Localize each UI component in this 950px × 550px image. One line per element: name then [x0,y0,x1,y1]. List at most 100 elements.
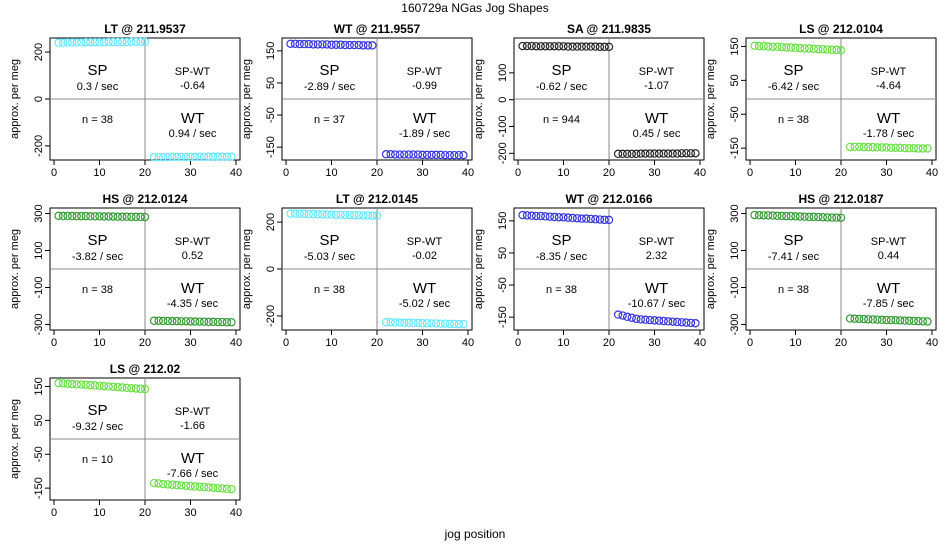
data-point-wt [900,316,909,325]
data-point-wt [199,317,209,326]
panel-title: WT @ 212.0166 [565,192,652,206]
y-tick-label: 200 [265,213,277,231]
x-tick-label: 10 [557,337,569,349]
data-point-sp [113,212,122,221]
data-point-wt [404,318,414,327]
data-point-sp [800,44,809,53]
data-point-wt [204,317,213,327]
data-point-sp [545,42,555,51]
n-count: n = 38 [82,284,113,296]
data-point-sp [759,41,768,51]
data-point-sp [67,379,77,389]
x-tick-label: 30 [184,507,196,519]
data-point-sp [327,40,336,49]
data-point-wt [613,149,623,159]
data-point-sp [86,38,95,47]
data-point-wt [227,152,236,161]
data-point-wt [222,152,232,161]
data-point-wt [422,150,432,160]
data-point-sp [768,211,777,220]
data-point-sp [823,45,832,54]
data-point-sp [545,212,555,221]
data-point-wt [618,149,627,159]
data-point-sp [118,37,127,47]
y-axis-label: approx. per meg [473,59,485,139]
data-point-sp [827,45,837,55]
data-point-sp [363,211,373,220]
data-point-wt [454,319,464,329]
data-point-wt [427,319,436,328]
y-axis-label: approx. per meg [9,399,21,479]
data-point-wt [623,312,632,322]
data-point-wt [154,479,163,488]
data-point-sp [595,42,605,52]
panel-title: LT @ 212.0145 [336,192,419,206]
data-point-wt [923,144,932,153]
sp-label: SP [783,232,803,249]
y-tick-label: 0 [33,96,45,102]
data-point-wt [682,318,691,327]
data-point-sp [81,380,91,389]
data-point-sp [313,40,323,49]
data-point-sp [527,41,536,51]
data-point-wt [213,483,222,493]
data-point-sp [63,211,72,221]
x-tick-label: 30 [648,337,660,349]
y-axis-label: approx. per meg [241,229,253,309]
data-point-sp [354,211,363,220]
y-tick-label: -200 [265,305,277,327]
sp-wt-label: SP-WT [639,66,675,78]
data-point-wt [404,150,414,159]
data-point-wt [158,316,168,326]
data-point-sp [773,211,782,220]
y-tick-label: 50 [33,414,45,426]
data-point-sp [368,41,377,50]
data-point-wt [149,478,159,488]
data-point-wt [391,150,400,159]
x-tick-label: 30 [880,167,892,179]
sp-label: SP [87,402,107,419]
data-point-sp [300,39,309,49]
panel-title: LS @ 212.02 [110,362,181,376]
wt-rate: -4.35 / sec [167,298,219,310]
data-point-sp [550,42,559,51]
data-point-sp [522,41,532,51]
n-count: n = 37 [314,114,345,126]
data-point-wt [158,152,168,162]
data-point-sp [77,380,86,389]
sp-wt-label: SP-WT [175,406,211,418]
wt-label: WT [877,110,900,127]
data-point-sp [764,42,773,51]
figure-title: 160729a NGas Jog Shapes [401,1,549,15]
data-point-wt [395,318,404,327]
data-point-sp [359,41,368,50]
y-tick-label: -200 [33,135,45,157]
data-point-sp [832,45,841,55]
data-point-sp [773,42,782,52]
data-point-sp [786,43,796,52]
data-point-wt [886,143,896,152]
y-tick-label: 0 [497,97,509,103]
y-tick-label: -100 [33,276,45,298]
x-tick-label: 10 [789,167,801,179]
sp-rate: -6.42 / sec [768,81,820,93]
data-point-wt [218,317,227,327]
data-point-sp [541,42,550,51]
data-point-wt [154,152,163,162]
data-point-wt [654,316,664,325]
sp-wt-label: SP-WT [407,236,443,248]
x-tick-label: 0 [283,167,289,179]
sp-rate: -8.35 / sec [536,251,588,263]
data-point-sp [118,383,127,392]
x-tick-label: 40 [462,337,474,349]
x-tick-label: 20 [139,507,151,519]
sp-wt-value: -0.02 [412,250,437,262]
y-tick-label: 100 [729,241,741,259]
data-point-wt [873,315,882,324]
data-point-sp [67,38,77,47]
data-point-sp [568,213,577,223]
data-point-wt [613,310,623,319]
x-tick-label: 20 [603,337,615,349]
panel-title: LT @ 211.9537 [104,22,186,36]
